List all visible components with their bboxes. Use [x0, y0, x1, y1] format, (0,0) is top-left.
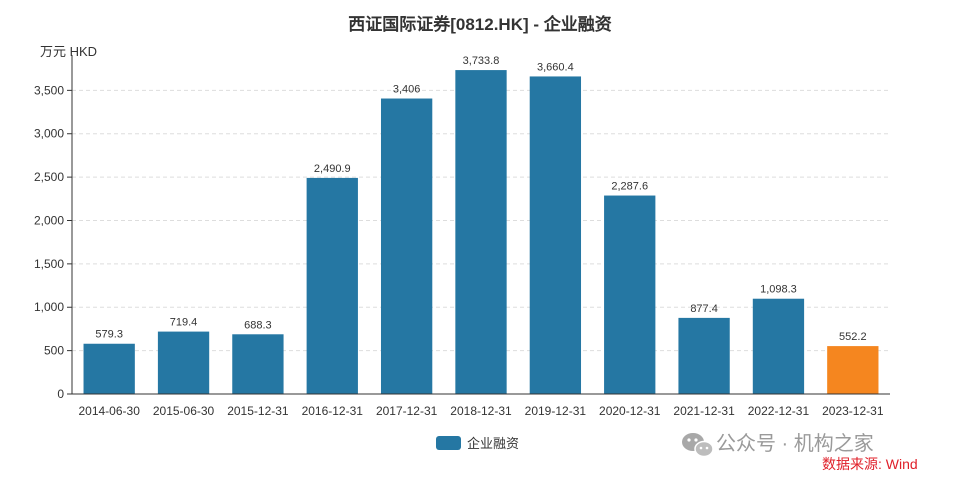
bar-2015-12-31 [232, 334, 284, 394]
bar-2017-12-31 [380, 98, 433, 395]
x-axis: 2014-06-30 2015-06-30 2015-12-31 2016-12-31… [72, 393, 890, 418]
x-tick-label: 2016-12-31 [302, 404, 364, 418]
watermark: 公众号 · 机构之家 [682, 432, 874, 458]
data-label: 3,660.4 [537, 61, 574, 73]
wechat-icon [682, 433, 714, 458]
y-tick-label: 3,500 [34, 83, 64, 97]
data-label: 579.3 [95, 329, 123, 341]
x-tick-label: 2014-06-30 [78, 404, 140, 418]
legend: 企业融资 [436, 436, 519, 451]
x-tick-label: 2017-12-31 [376, 404, 438, 418]
watermark-text: 公众号 · 机构之家 [716, 432, 874, 455]
data-labels: 579.3 719.4 688.3 2,490.9 3,406 3,733.8 3,660.… [95, 55, 866, 343]
x-tick-label: 2020-12-31 [599, 404, 661, 418]
data-label: 2,287.6 [611, 181, 648, 193]
data-label: 2,490.9 [314, 163, 351, 175]
y-tick-label: 500 [44, 344, 64, 358]
data-label: 3,406 [393, 84, 421, 96]
y-tick-label: 2,000 [34, 213, 64, 227]
x-tick-label: 2021-12-31 [673, 404, 735, 418]
data-label: 1,098.3 [760, 284, 797, 296]
x-tick-label: 2018-12-31 [450, 404, 512, 418]
bar-2023-12-31 [827, 346, 879, 394]
data-label: 877.4 [690, 303, 718, 315]
x-tick-label: 2022-12-31 [748, 404, 810, 418]
bar-2020-12-31 [604, 195, 656, 394]
y-tick-label: 3,000 [34, 127, 64, 141]
y-tick-label: 1,500 [34, 257, 64, 271]
bar-2019-12-31 [529, 76, 582, 394]
y-tick-label: 2,500 [34, 170, 64, 184]
bars [83, 70, 879, 395]
source-note: 数据来源: Wind [822, 456, 918, 472]
x-tick-label: 2015-12-31 [227, 404, 289, 418]
bar-2016-12-31 [306, 177, 358, 394]
bar-2022-12-31 [752, 298, 805, 394]
bar-2021-12-31 [678, 317, 730, 394]
legend-label: 企业融资 [467, 436, 519, 451]
legend-swatch [436, 436, 461, 450]
bar-2018-12-31 [455, 70, 507, 395]
data-label: 552.2 [839, 331, 867, 343]
data-label: 688.3 [244, 319, 272, 331]
chart-title: 西证国际证券[0812.HK] - 企业融资 [348, 14, 612, 34]
x-tick-label: 2023-12-31 [822, 404, 884, 418]
data-label: 719.4 [170, 317, 198, 329]
y-tick-label: 1,000 [34, 300, 64, 314]
bar-2014-06-30 [83, 343, 135, 394]
x-tick-label: 2015-06-30 [153, 404, 215, 418]
y-axis: 0 500 1,000 1,500 2,000 2,500 3,000 3,500 [34, 55, 73, 401]
bar-2015-06-30 [157, 331, 210, 394]
y-tick-label: 0 [57, 387, 64, 401]
x-tick-label: 2019-12-31 [525, 404, 587, 418]
y-unit-label: 万元 HKD [40, 44, 97, 59]
data-label: 3,733.8 [463, 55, 500, 67]
